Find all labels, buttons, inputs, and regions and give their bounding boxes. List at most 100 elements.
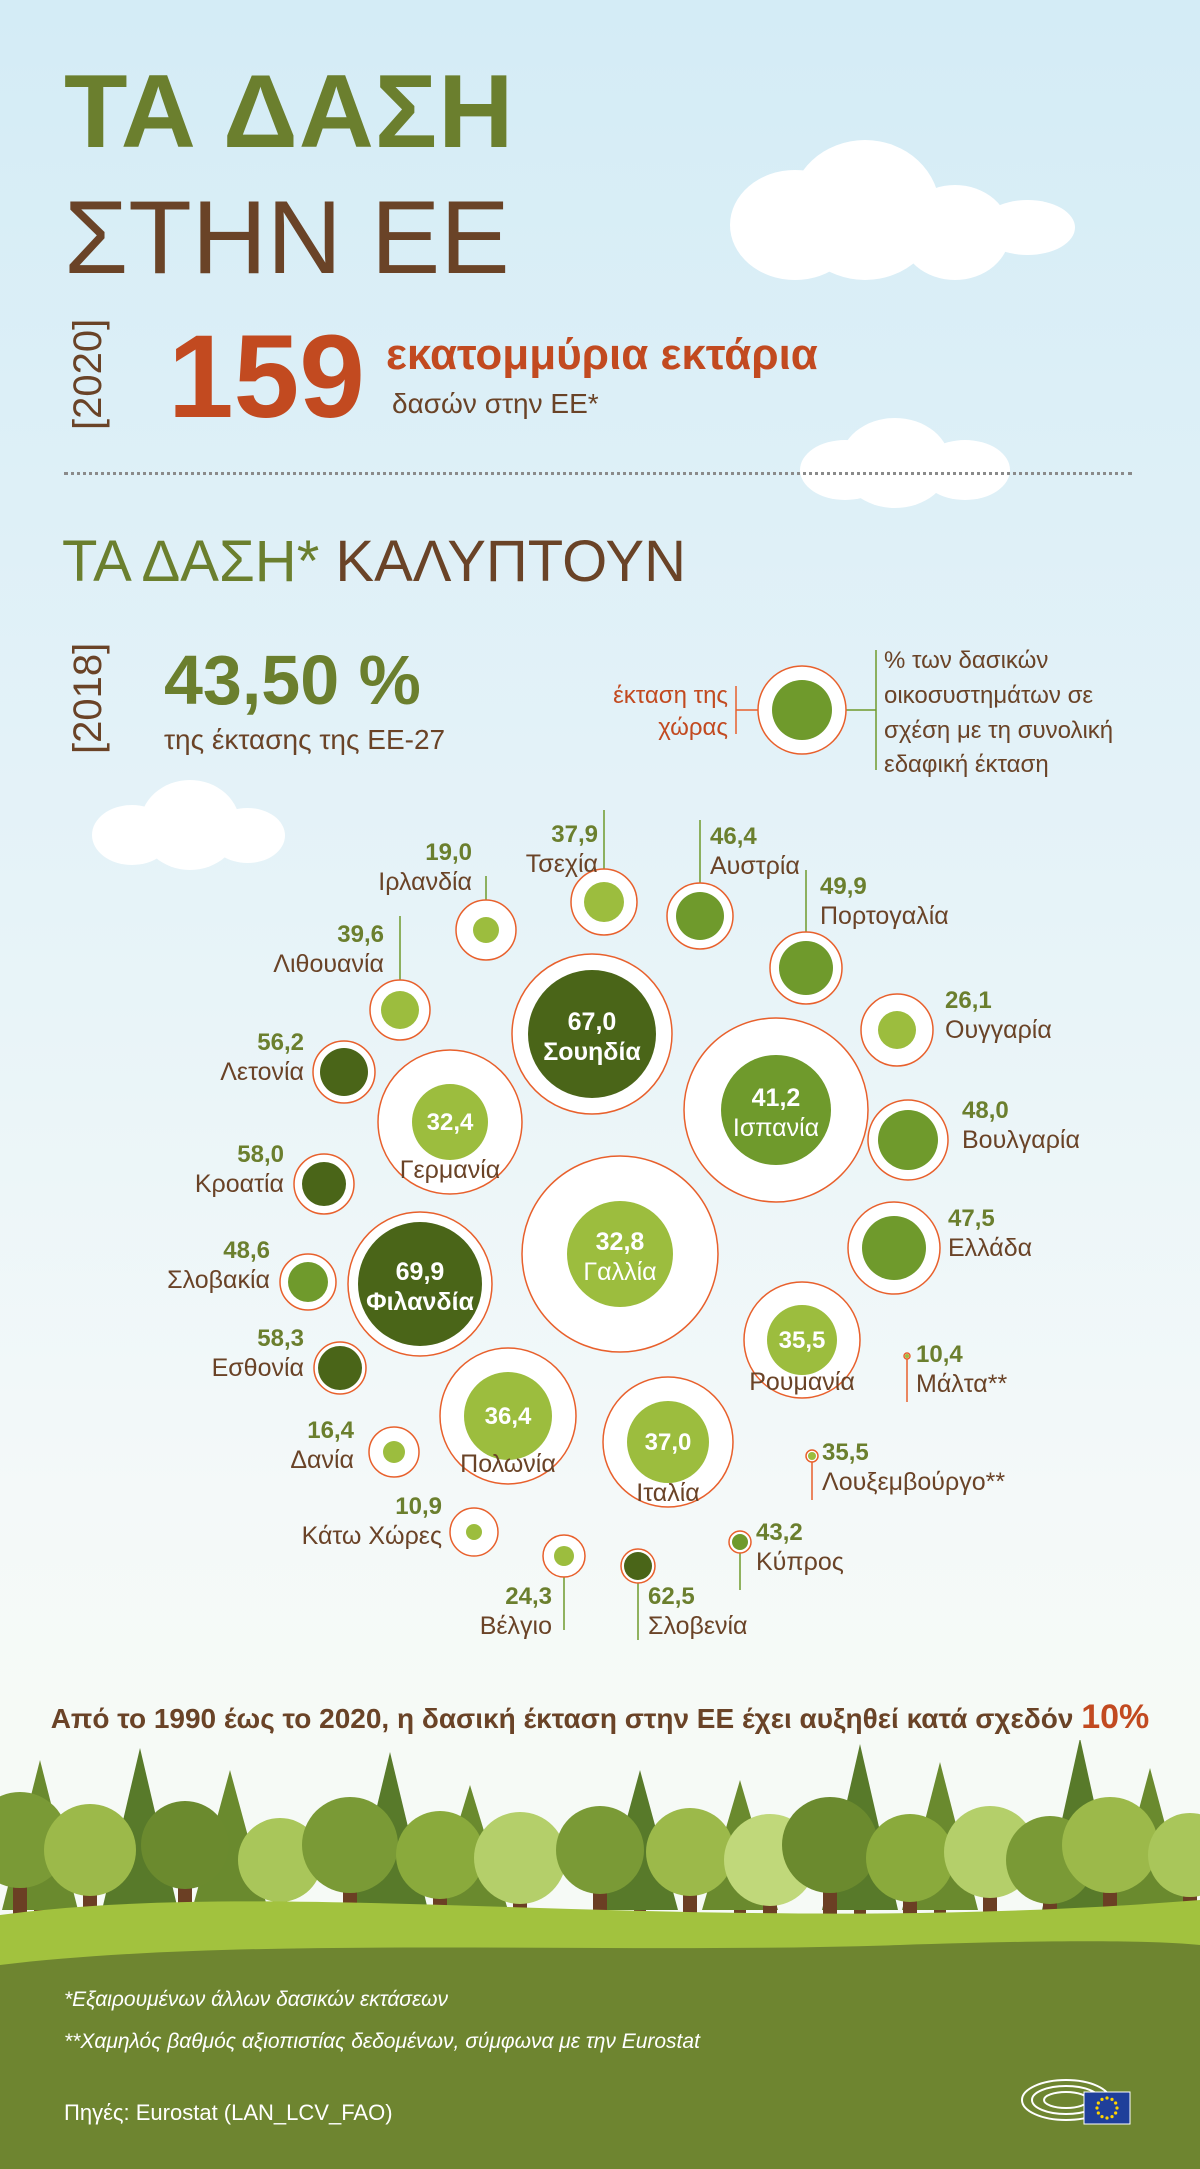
bubble-τσεχία-value: 37,9 [551,821,598,848]
bubble-λουξεμβούργο-name: Λουξεμβούργο** [822,1468,1005,1496]
source-note: Πηγές: Eurostat (LAN_LCV_FAO) [64,2100,393,2125]
bubble-σλοβενία-forest-share [624,1552,652,1580]
bottom-message: Από το 1990 έως το 2020, η δασική έκταση… [0,1698,1200,1737]
bubble-κύπρος-name: Κύπρος [756,1548,844,1576]
bubble-ιρλανδία-value: 19,0 [425,839,472,866]
bubble-γερμανία-name: Γερμανία [400,1156,501,1184]
bubble-ισπανία-forest-share [721,1055,831,1165]
bubble-φιλανδία-forest-share [358,1222,482,1346]
cloud [210,808,285,863]
bubble-αυστρία-value: 46,4 [710,823,757,850]
bubble-ισπανία-value: 41,2 [752,1084,801,1112]
bubble-μάλτα-forest-share [905,1354,909,1358]
bubble-κύπρος-value: 43,2 [756,1519,803,1546]
bubble-κροατία-value: 58,0 [237,1141,284,1168]
bubble-λετονία-value: 56,2 [257,1029,304,1056]
bubble-βέλγιο-value: 24,3 [505,1583,552,1610]
eu-star [1096,2101,1100,2105]
eu-star [1096,2111,1100,2115]
round-tree [44,1804,136,1896]
bubble-λιθουανία-name: Λιθουανία [273,950,384,978]
bubble-λουξεμβούργο-forest-share [808,1452,816,1460]
eu-star [1110,2097,1114,2101]
eu-star [1100,2097,1104,2101]
bubble-αυστρία-forest-share [676,892,724,940]
bubble-κάτω-χώρες-name: Κάτω Χώρες [302,1522,442,1550]
bubble-λετονία-forest-share [320,1048,368,1096]
bubble-ιταλία-value: 37,0 [645,1429,692,1456]
bubble-σλοβακία-value: 48,6 [223,1237,270,1264]
bubble-ρουμανία-value: 35,5 [779,1327,826,1354]
bubble-ελλάδα-name: Ελλάδα [948,1234,1032,1262]
bubble-πολωνία: 36,4 Πολωνία [439,1347,577,1485]
bubble-δανία-name: Δανία [290,1446,354,1474]
bubble-εσθονία-value: 58,3 [257,1325,304,1352]
round-tree [238,1818,322,1902]
eu-star [1095,2106,1099,2110]
round-tree [141,1801,229,1889]
bubble-σουηδία-name: Σουηδία [543,1038,641,1066]
bubble-φιλανδία-value: 69,9 [396,1258,445,1286]
footnote-2: **Χαμηλός βαθμός αξιοπιστίας δεδομένων, … [64,2030,700,2053]
bubble-ιταλία-forest-share [627,1401,709,1483]
round-tree [1062,1797,1158,1893]
forest-bubble-chart: 19,0Ιρλανδία37,9Τσεχία46,4Αυστρία49,9Πορ… [167,650,1080,1640]
footnote-1: *Εξαιρουμένων άλλων δασικών εκτάσεων [64,1988,449,2011]
bubble-κάτω-χώρες-value: 10,9 [395,1493,442,1520]
round-tree [302,1797,398,1893]
bubble-βέλγιο-forest-share [554,1546,574,1566]
page-title: ΤΑ ΔΑΣΗ [64,54,515,170]
bubble-λιθουανία-value: 39,6 [337,921,384,948]
bubble-ισπανία-name: Ισπανία [733,1114,819,1142]
bubble-πορτογαλία-name: Πορτογαλία [820,902,949,930]
bubble-σλοβακία-name: Σλοβακία [167,1266,270,1294]
bubble-σλοβακία-forest-share [288,1262,328,1302]
bubble-βουλγαρία-forest-share [878,1110,938,1170]
coverage-title: ΤΑ ΔΑΣΗ* ΚΑΛΥΠΤΟΥΝ [62,528,686,595]
bubble-τσεχία-forest-share [584,882,624,922]
bubble-γαλλία-name: Γαλλία [583,1258,656,1286]
coverage-sub: της έκτασης της ΕΕ-27 [164,724,446,755]
bubble-εσθονία-forest-share [318,1346,362,1390]
cloud [920,440,1010,500]
bubble-γερμανία-value: 32,4 [427,1109,474,1136]
legend-graphic [735,650,877,770]
bubble-πολωνία-value: 36,4 [485,1403,532,1430]
coverage-title-brown: ΚΑΛΥΠΤΟΥΝ [335,529,686,594]
bubble-ουγγαρία-forest-share [878,1011,916,1049]
eu-star [1105,2116,1109,2120]
bubble-ρουμανία: 35,5 Ρουμανία [743,1281,861,1399]
legend-outer-label: έκταση της χώρας [613,682,728,742]
coverage-title-green: ΤΑ ΔΑΣΗ* [62,529,320,594]
eu-star [1114,2101,1118,2105]
bubble-πορτογαλία-forest-share [779,941,833,995]
legend-inner-circle [772,680,832,740]
round-tree [866,1814,954,1902]
bubble-κύπρος-forest-share [732,1534,748,1550]
bubble-βουλγαρία-name: Βουλγαρία [962,1126,1080,1154]
bubble-γερμανία: 32,4 Γερμανία [377,1049,523,1195]
bubble-σουηδία-value: 67,0 [568,1008,617,1036]
bottom-message-highlight: 10% [1081,1698,1150,1736]
bubble-λετονία-name: Λετονία [220,1058,304,1086]
total-forest-sub: δασών στην ΕΕ* [392,388,599,419]
divider [64,472,1132,475]
bubble-σουηδία-forest-share [528,970,656,1098]
forest-illustration [0,1740,1200,2169]
bubble-ρουμανία-forest-share [767,1305,837,1375]
